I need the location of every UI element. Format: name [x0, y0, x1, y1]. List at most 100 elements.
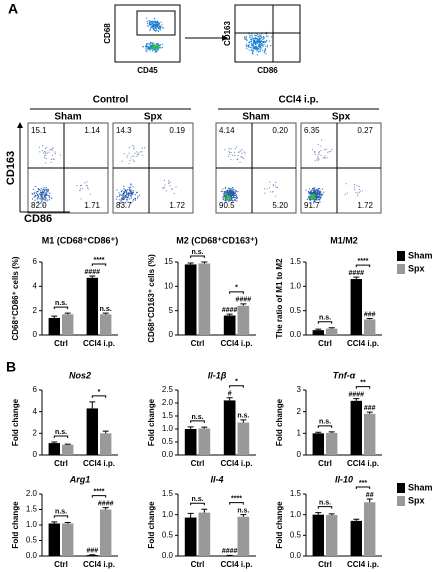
cell-dot — [317, 189, 319, 192]
significance-label: **** — [231, 496, 242, 503]
significance-label: n.s. — [55, 429, 67, 436]
cell-dot — [41, 190, 44, 193]
panel-label: Sham — [242, 112, 269, 123]
cell-dot — [229, 198, 231, 201]
cell-dot — [241, 149, 243, 151]
y-tick-label: 2.0 — [162, 398, 174, 407]
cell-dot — [40, 187, 43, 190]
cell-dot — [162, 27, 164, 30]
cell-dot — [118, 192, 120, 194]
x-axis-label: CD45 — [137, 66, 158, 75]
error-bar — [51, 441, 58, 444]
cell-dot — [265, 35, 268, 37]
error-bar — [328, 513, 335, 516]
cell-dot — [148, 21, 150, 23]
cell-dot — [46, 200, 48, 202]
significance-bracket — [53, 515, 69, 518]
significance-label: #### — [236, 297, 252, 304]
cell-dot — [132, 198, 135, 201]
cell-dot — [121, 160, 123, 162]
cell-dot — [310, 194, 312, 196]
cell-dot — [316, 194, 318, 197]
cell-dot — [154, 26, 156, 29]
cell-dot — [239, 161, 241, 163]
cell-dot — [308, 197, 310, 199]
error-bar — [328, 431, 335, 433]
y-tick-label: 0.0 — [290, 330, 302, 339]
error-bar — [353, 276, 360, 280]
y-tick-label: 0 — [33, 330, 38, 339]
cell-dot — [316, 193, 318, 196]
cell-dot — [256, 40, 259, 42]
cell-dot — [81, 188, 84, 190]
significance-bracket — [317, 425, 333, 428]
cell-dot — [141, 147, 143, 149]
cell-dot — [222, 198, 224, 201]
cell-dot — [42, 145, 44, 147]
bar — [100, 314, 112, 335]
cell-dot — [311, 187, 314, 190]
cell-dot — [354, 188, 356, 190]
cell-dot — [264, 40, 266, 43]
gating-plot — [114, 4, 181, 63]
quadrant-value: 15.1 — [31, 126, 47, 135]
significance-label: ### — [364, 311, 376, 318]
plot-frame — [114, 4, 181, 63]
cell-dot — [223, 195, 225, 197]
error-bar — [366, 498, 373, 503]
cell-dot — [45, 191, 47, 193]
significance-label: ### — [364, 405, 376, 412]
cell-dot — [151, 45, 153, 47]
cell-dot — [308, 195, 310, 197]
significance-label: #### — [98, 500, 114, 507]
bar — [237, 305, 250, 335]
y-tick-label: 4 — [33, 407, 38, 416]
group-label: Control — [93, 95, 129, 106]
flow-plot — [112, 122, 194, 214]
cell-dot — [155, 23, 157, 25]
cell-dot — [251, 43, 253, 45]
significance-label: n.s. — [237, 508, 249, 515]
cell-dot — [139, 194, 141, 196]
legend-label: Sham — [408, 250, 433, 260]
cell-dot — [50, 161, 52, 163]
cell-dot — [318, 153, 320, 156]
error-bar — [201, 261, 208, 264]
significance-bracket — [229, 385, 244, 388]
cell-dot — [132, 186, 134, 188]
cell-dot — [232, 190, 234, 192]
error-bar — [226, 397, 233, 401]
significance-label: n.s. — [191, 249, 203, 256]
cell-dot — [259, 34, 261, 36]
x-tick-label: CCl4 i.p. — [83, 560, 115, 569]
cell-dot — [121, 194, 123, 196]
y-tick-label: 2 — [33, 306, 38, 315]
cell-dot — [161, 46, 164, 49]
cell-dot — [236, 200, 238, 202]
cell-dot — [133, 148, 135, 150]
cell-dot — [259, 50, 261, 52]
cell-dot — [42, 192, 44, 194]
gate — [136, 10, 176, 36]
cell-dot — [260, 35, 262, 37]
cell-dot — [232, 200, 234, 202]
cell-dot — [255, 34, 257, 37]
cell-dot — [320, 145, 322, 147]
cell-dot — [45, 162, 47, 164]
cell-dot — [268, 187, 271, 189]
x-tick-label: CCl4 i.p. — [220, 459, 252, 468]
cell-dot — [156, 28, 158, 30]
y-tick-label: 0.5 — [162, 530, 174, 539]
cell-dot — [259, 34, 261, 37]
significance-label: n.s. — [100, 306, 112, 313]
cell-dot — [310, 198, 312, 201]
cell-dot — [254, 34, 256, 36]
cell-dot — [171, 189, 173, 191]
cell-dot — [226, 190, 229, 192]
axis-arrow-head — [17, 122, 23, 128]
error-bar — [102, 430, 109, 434]
cell-dot — [251, 45, 253, 47]
cell-dot — [318, 158, 320, 160]
cell-dot — [259, 43, 261, 45]
cell-dot — [263, 52, 265, 54]
